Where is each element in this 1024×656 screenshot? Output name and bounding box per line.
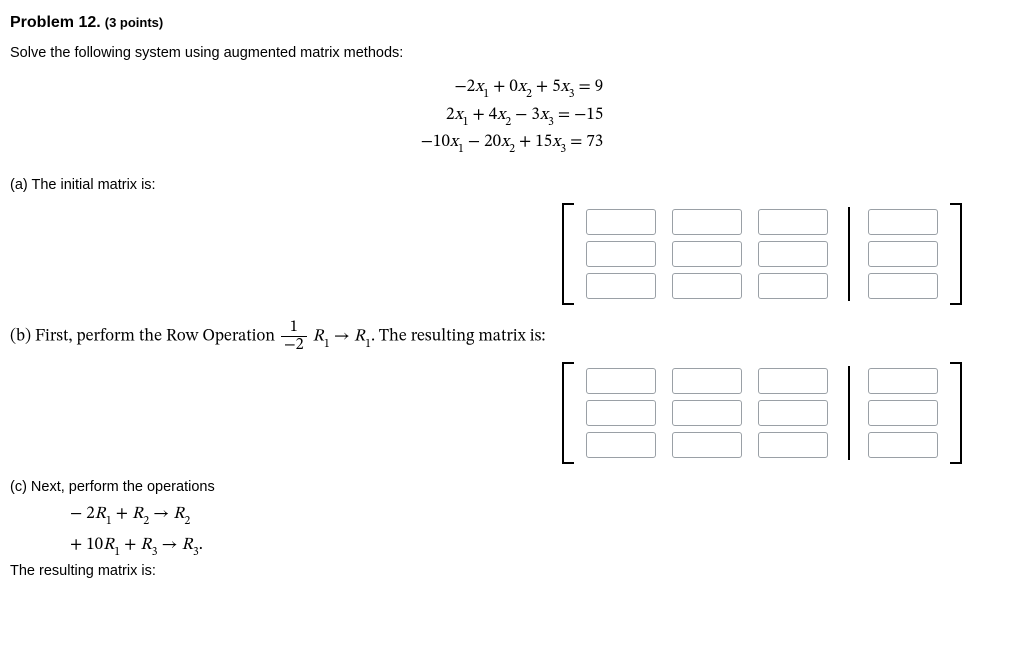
left-bracket-icon — [560, 203, 574, 305]
matrix-b-cell-2-0[interactable] — [586, 432, 656, 458]
matrix-b-cell-0-1[interactable] — [672, 368, 742, 394]
matrix-b-cell-0-0[interactable] — [586, 368, 656, 394]
matrix-a-cells — [574, 203, 842, 305]
matrix-b-cell-1-1[interactable] — [672, 400, 742, 426]
matrix-a — [560, 203, 964, 305]
problem-points: (3 points) — [105, 15, 164, 30]
part-b-prefix: (b) First, perform the Row Operation — [10, 329, 279, 346]
matrix-b — [560, 362, 964, 464]
equation-3: −10x1 − 20x2 + 15x3 = 73 — [421, 132, 603, 155]
matrix-b-cell-1-0[interactable] — [586, 400, 656, 426]
part-c-result-label: The resulting matrix is: — [10, 562, 1014, 582]
equation-1: −2x1 + 0x2 + 5x3 = 9 — [454, 77, 603, 100]
part-c-op1: − 2R1 + R2 → R2 — [70, 504, 1014, 527]
matrix-a-cell-0-1[interactable] — [672, 209, 742, 235]
matrix-a-cell-1-0[interactable] — [586, 241, 656, 267]
part-a-label: (a) The initial matrix is: — [10, 176, 1014, 196]
matrix-a-cell-2-2[interactable] — [758, 273, 828, 299]
matrix-a-cell-1-2[interactable] — [758, 241, 828, 267]
matrix-a-aug — [856, 203, 950, 305]
part-b-label: (b) First, perform the Row Operation 1 −… — [10, 319, 1014, 354]
left-bracket-icon — [560, 362, 574, 464]
part-c-label: (c) Next, perform the operations — [10, 478, 1014, 498]
right-bracket-icon — [950, 362, 964, 464]
matrix-b-cell-0-2[interactable] — [758, 368, 828, 394]
matrix-b-cell-2-2[interactable] — [758, 432, 828, 458]
matrix-b-cells — [574, 362, 842, 464]
matrix-a-cell-0-0[interactable] — [586, 209, 656, 235]
matrix-a-aug-2[interactable] — [868, 273, 938, 299]
problem-header: Problem 12. (3 points) — [10, 12, 1014, 34]
right-bracket-icon — [950, 203, 964, 305]
matrix-b-aug-2[interactable] — [868, 432, 938, 458]
matrix-a-aug-0[interactable] — [868, 209, 938, 235]
matrix-b-aug — [856, 362, 950, 464]
matrix-a-cell-0-2[interactable] — [758, 209, 828, 235]
part-b-suffix: . The resulting matrix is: — [371, 329, 546, 346]
problem-number: Problem 12. — [10, 14, 101, 31]
aug-divider-icon — [848, 366, 850, 460]
fraction-den: −2 — [281, 337, 307, 354]
equation-system: −2x1 + 0x2 + 5x3 = 9 2x1 + 4x2 − 3x3 = −… — [10, 77, 1014, 155]
matrix-b-cell-2-1[interactable] — [672, 432, 742, 458]
part-c-op2: + 10R1 + R3 → R3. — [70, 535, 1014, 558]
matrix-a-cell-2-1[interactable] — [672, 273, 742, 299]
problem-prompt: Solve the following system using augment… — [10, 44, 1014, 64]
fraction-num: 1 — [281, 319, 307, 337]
matrix-b-cell-1-2[interactable] — [758, 400, 828, 426]
matrix-a-cell-2-0[interactable] — [586, 273, 656, 299]
fraction-icon: 1 −2 — [281, 319, 307, 354]
matrix-a-aug-1[interactable] — [868, 241, 938, 267]
matrix-b-aug-1[interactable] — [868, 400, 938, 426]
equation-2: 2x1 + 4x2 − 3x3 = −15 — [446, 105, 603, 128]
matrix-a-cell-1-1[interactable] — [672, 241, 742, 267]
aug-divider-icon — [848, 207, 850, 301]
matrix-b-aug-0[interactable] — [868, 368, 938, 394]
